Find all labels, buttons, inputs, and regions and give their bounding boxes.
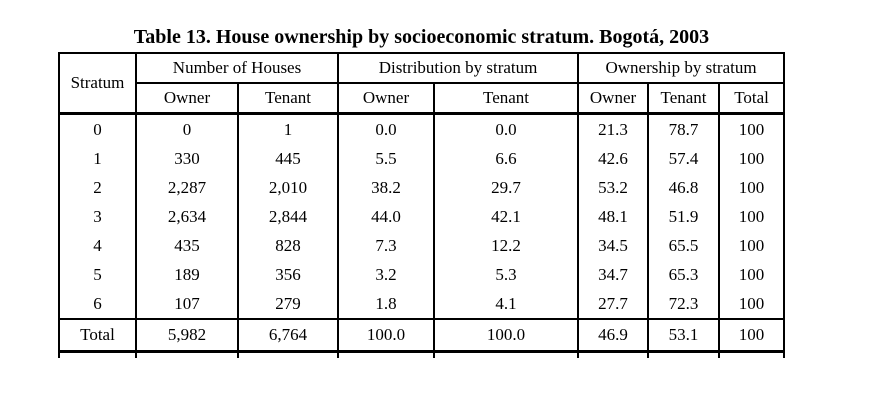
value-cell: 57.4 (647, 144, 721, 173)
subheader-distribution-owner: Owner (337, 82, 436, 115)
value-cell: 4.1 (433, 289, 580, 319)
value-cell: 46.8 (647, 173, 721, 202)
header-stratum: Stratum (58, 52, 137, 115)
value-cell: 2,287 (135, 173, 239, 202)
column-rule-stub (236, 351, 339, 358)
subheader-distribution-tenant: Tenant (433, 82, 580, 115)
table-row: 6 107 279 1.8 4.1 27.7 72.3 100 (58, 289, 786, 319)
column-rule-stub (647, 351, 720, 358)
header-sub-row: Owner Tenant Owner Tenant Owner Tenant T… (59, 82, 786, 115)
value-cell: 3.2 (337, 260, 436, 289)
table-row: 3 2,634 2,844 44.0 42.1 48.1 51.9 100 (58, 202, 786, 231)
table-row: 2 2,287 2,010 38.2 29.7 53.2 46.8 100 (58, 173, 786, 202)
value-cell: 78.7 (647, 113, 721, 144)
value-cell: 100 (718, 231, 786, 260)
value-cell: 5.3 (433, 260, 580, 289)
header-group-row: Stratum Number of Houses Distribution by… (58, 52, 786, 115)
subheader-ownership-total: Total (718, 82, 786, 115)
value-cell: 100 (718, 202, 786, 231)
column-rule-stub (135, 351, 238, 358)
value-cell: 29.7 (433, 173, 580, 202)
stratum-cell: 5 (58, 260, 137, 289)
value-cell: 100 (718, 144, 786, 173)
subheader-ownership-tenant: Tenant (647, 82, 721, 115)
table-row: 4 435 828 7.3 12.2 34.5 65.5 100 (58, 231, 786, 260)
value-cell: 6.6 (433, 144, 580, 173)
value-cell: 100.0 (337, 318, 436, 353)
table-row: 0 0 1 0.0 0.0 21.3 78.7 100 (58, 113, 786, 144)
value-cell: 107 (135, 289, 239, 319)
value-cell: 34.5 (577, 231, 650, 260)
page: Table 13. House ownership by socioeconom… (58, 24, 786, 358)
value-cell: 27.7 (577, 289, 650, 319)
value-cell: 0.0 (433, 113, 580, 144)
value-cell: 330 (135, 144, 239, 173)
stratum-cell: Total (58, 318, 137, 353)
value-cell: 100 (718, 173, 786, 202)
table-row: 1 330 445 5.5 6.6 42.6 57.4 100 (58, 144, 786, 173)
value-cell: 0.0 (337, 113, 436, 144)
value-cell: 21.3 (577, 113, 650, 144)
ownership-table: Stratum Number of Houses Distribution by… (58, 52, 786, 358)
stratum-cell: 1 (58, 144, 137, 173)
value-cell: 435 (135, 231, 239, 260)
subheader-ownership-owner: Owner (577, 82, 650, 115)
value-cell: 1 (236, 113, 340, 144)
total-row: Total 5,982 6,764 100.0 100.0 46.9 53.1 … (58, 318, 786, 353)
column-rule-stub (718, 351, 786, 358)
value-cell: 38.2 (337, 173, 436, 202)
value-cell: 53.1 (647, 318, 721, 353)
value-cell: 5,982 (135, 318, 239, 353)
value-cell: 65.3 (647, 260, 721, 289)
header-group-distribution-by-stratum: Distribution by stratum (337, 52, 580, 84)
value-cell: 2,634 (135, 202, 239, 231)
value-cell: 34.7 (577, 260, 650, 289)
stratum-cell: 0 (58, 113, 137, 144)
value-cell: 53.2 (577, 173, 650, 202)
value-cell: 100 (718, 289, 786, 319)
value-cell: 65.5 (647, 231, 721, 260)
table-body: 0 0 1 0.0 0.0 21.3 78.7 100 1 330 445 5.5 6.6 42.6 57.… (58, 113, 786, 358)
table-row: 5 189 356 3.2 5.3 34.7 65.3 100 (58, 260, 786, 289)
value-cell: 189 (135, 260, 239, 289)
column-rule-stub (337, 351, 435, 358)
value-cell: 100 (718, 113, 786, 144)
header-group-ownership-by-stratum: Ownership by stratum (577, 52, 786, 84)
table-title: Table 13. House ownership by socioeconom… (133, 26, 710, 48)
subheader-number-tenant: Tenant (236, 82, 340, 115)
value-cell: 42.1 (433, 202, 580, 231)
value-cell: 100 (718, 260, 786, 289)
value-cell: 44.0 (337, 202, 436, 231)
stratum-cell: 2 (58, 173, 137, 202)
stratum-cell: 4 (58, 231, 137, 260)
value-cell: 42.6 (577, 144, 650, 173)
value-cell: 5.5 (337, 144, 436, 173)
table-header: Stratum Number of Houses Distribution by… (58, 52, 786, 115)
column-rule-stub (58, 351, 136, 358)
column-rule-stub (433, 351, 579, 358)
value-cell: 100.0 (433, 318, 580, 353)
column-rule-stubs (58, 351, 786, 358)
stratum-cell: 6 (58, 289, 137, 319)
value-cell: 48.1 (577, 202, 650, 231)
value-cell: 0 (135, 113, 239, 144)
value-cell: 46.9 (577, 318, 650, 353)
value-cell: 2,010 (236, 173, 340, 202)
value-cell: 356 (236, 260, 340, 289)
value-cell: 445 (236, 144, 340, 173)
value-cell: 279 (236, 289, 340, 319)
value-cell: 12.2 (433, 231, 580, 260)
value-cell: 100 (718, 318, 786, 353)
header-group-number-of-houses: Number of Houses (134, 52, 340, 84)
value-cell: 2,844 (236, 202, 340, 231)
stratum-cell: 3 (58, 202, 137, 231)
value-cell: 51.9 (647, 202, 721, 231)
value-cell: 72.3 (647, 289, 721, 319)
value-cell: 7.3 (337, 231, 436, 260)
value-cell: 1.8 (337, 289, 436, 319)
value-cell: 6,764 (236, 318, 340, 353)
value-cell: 828 (236, 231, 340, 260)
subheader-number-owner: Owner (135, 82, 239, 115)
column-rule-stub (577, 351, 649, 358)
